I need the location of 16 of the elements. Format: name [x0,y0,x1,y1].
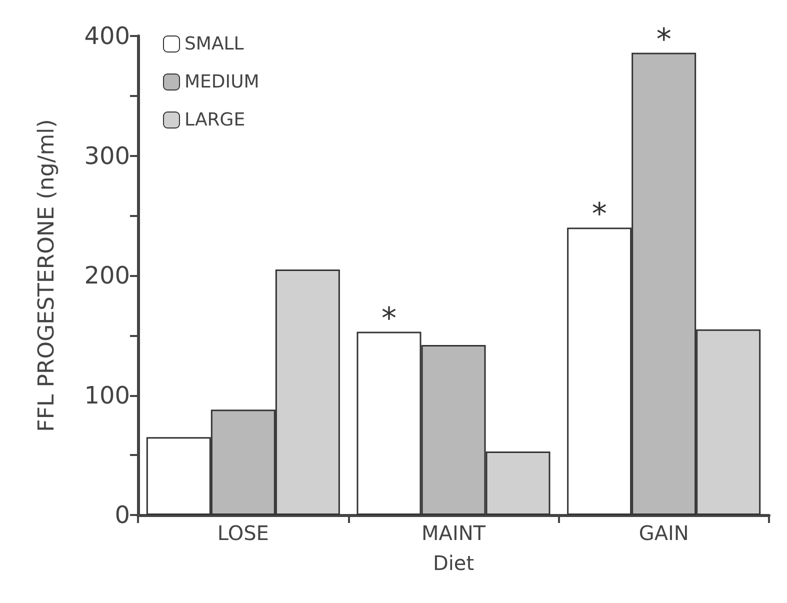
x-tick-label: GAIN [638,521,689,545]
y-tick-label: 300 [84,142,130,170]
y-axis-title: FFL PROGESTERONE (ng/ml) [34,119,60,432]
y-tick-label: 400 [84,22,130,50]
data-label: * [656,22,672,58]
x-tick-label: LOSE [217,521,269,545]
x-tick-label: MAINT [421,521,486,545]
y-tick-label: 100 [84,381,130,410]
data-label: * [382,301,396,336]
x-axis-title: Diet [432,551,474,575]
data-label: * [592,197,607,232]
legend-label: MEDIUM [184,72,260,92]
legend-label: LARGE [184,110,246,130]
y-tick-label: 200 [84,262,130,290]
y-tick-label: 0 [114,501,130,529]
legend-label: SMALL [184,34,244,54]
